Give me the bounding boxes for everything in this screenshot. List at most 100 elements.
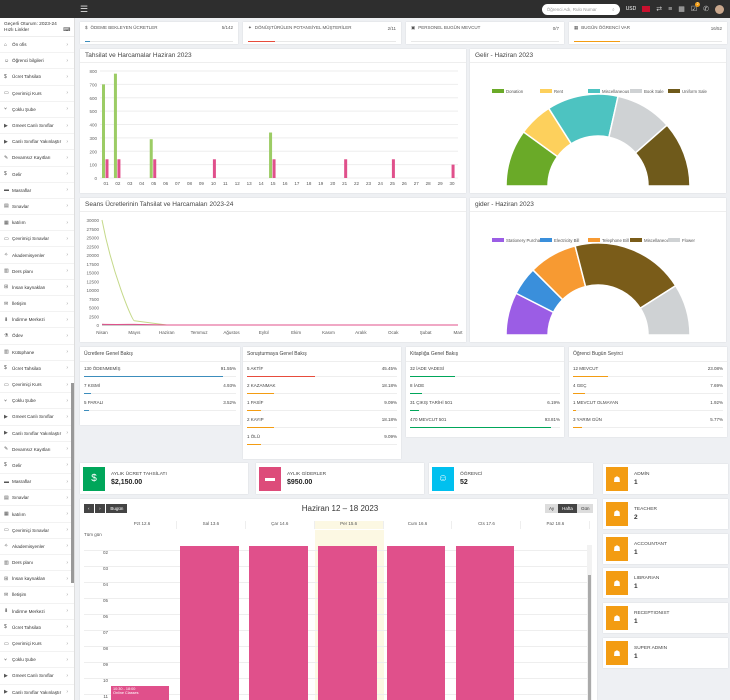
bar [102, 84, 105, 178]
sidebar-item[interactable]: ▶ Canlı Sınıflar Yakınlaştır › [0, 134, 74, 151]
sidebar-item[interactable]: ▦ katılım › [0, 506, 74, 523]
sidebar-item[interactable]: ⬇ İndirme Merkezi › [0, 604, 74, 620]
sidebar-item[interactable]: ▶ Gmeet Canlı Sınıflar › [0, 118, 74, 135]
month-view-button[interactable]: Ay [545, 504, 559, 513]
legend-swatch [492, 238, 504, 242]
calendar-event[interactable] [179, 546, 239, 700]
x-tick-label: Şubat [420, 330, 433, 335]
sidebar-item[interactable]: ▭ Çevrimiçi Kurs › [0, 377, 74, 394]
sidebar-item[interactable]: $ Gelir › [0, 458, 74, 475]
sidebar-item[interactable]: $ Ücret Tahsilatı › [0, 620, 74, 636]
calendar-icon[interactable]: ▦ [678, 6, 685, 13]
x-tick-label: 19 [318, 181, 324, 186]
sidebar-item[interactable]: $ Ücret Tahsilatı › [0, 69, 74, 86]
language-flag-icon[interactable] [642, 6, 651, 12]
calendar-scroll-thumb[interactable] [588, 575, 591, 700]
chevron-right-icon: › [66, 203, 68, 210]
sidebar-item[interactable]: ⑂ Çoklu Şube › [0, 652, 74, 669]
sidebar-item[interactable]: ⌂ Ön ofis › [0, 37, 74, 54]
sidebar-item[interactable]: ▶ Canlı Sınıflar Yakınlaştır › [0, 685, 74, 700]
sidebar-item[interactable]: ▭ Çevrimiçi Sınavlar › [0, 231, 74, 248]
next-week-button[interactable]: › [95, 504, 105, 513]
sidebar-item[interactable]: ▬ Masraflar › [0, 183, 74, 199]
day-view-button[interactable]: Gün [576, 504, 594, 513]
bar [105, 159, 109, 178]
quick-links[interactable]: Hızlı Linkler ⌨ [0, 27, 74, 37]
calendar-event[interactable] [386, 546, 446, 700]
currency-selector[interactable]: USD [625, 6, 637, 12]
sidebar-item[interactable]: ▶ Canlı Sınıflar Yakınlaştır › [0, 426, 74, 442]
sidebar-item[interactable]: ✧ Akademisyenler › [0, 539, 74, 555]
sidebar-item[interactable]: $ Gelir › [0, 167, 74, 183]
sidebar-item[interactable]: ✧ Akademisyenler › [0, 247, 74, 264]
chevron-right-icon: › [66, 494, 68, 501]
sidebar-item[interactable]: ▭ Çevrimiçi Kurs › [0, 636, 74, 653]
legend-swatch [540, 89, 552, 93]
sidebar-item[interactable]: ▭ Çevrimiçi Sınavlar › [0, 523, 74, 539]
bars-icon[interactable]: ≡ [668, 5, 673, 13]
x-tick-label: 03 [127, 181, 133, 186]
sidebar-item-label: Devamsız Kayıtları [12, 155, 51, 161]
overview-label: 1 ÖLÜ [247, 434, 261, 439]
sidebar-scrollbar[interactable] [71, 383, 74, 583]
sidebar-item[interactable]: ✎ Devamsız Kayıtları › [0, 150, 74, 167]
sidebar-item[interactable]: ▬ Masraflar › [0, 474, 74, 491]
menu-toggle-icon[interactable]: ☰ [80, 3, 89, 14]
overview-progress-fill [573, 409, 576, 411]
sidebar-item-label: Çevrimiçi Kurs [12, 641, 42, 647]
search-input[interactable]: Öğrenci Adı, Rulo Numar ⌕ [541, 3, 620, 15]
whatsapp-icon[interactable]: ✆ [703, 6, 709, 13]
sidebar-item[interactable]: ▦ katılım › [0, 215, 74, 232]
overview-progress-fill [247, 409, 261, 411]
sidebar-item[interactable]: ✉ İletişim › [0, 587, 74, 604]
calendar-event[interactable] [248, 546, 308, 700]
sidebar-item[interactable]: ✎ Devamsız Kayıtları › [0, 442, 74, 458]
y-tick-label: 12500 [86, 279, 99, 284]
calendar-event[interactable] [455, 546, 515, 700]
sidebar-item[interactable]: ▶ Gmeet Canlı Sınıflar › [0, 409, 74, 426]
y-tick-label: 30000 [86, 218, 99, 223]
sidebar-item[interactable]: ▥ Ders planı › [0, 555, 74, 572]
calendar-event[interactable]: 10:30 - 18:00 Online Classes [111, 686, 169, 700]
sidebar-item[interactable]: ⑂ Çoklu Şube › [0, 393, 74, 410]
monitor-icon: ▭ [4, 90, 9, 97]
donut-slice [634, 124, 691, 187]
sidebar-item[interactable]: ⬇ İndirme Merkezi › [0, 312, 74, 329]
chevron-right-icon: › [66, 511, 68, 518]
prev-week-button[interactable]: ‹ [84, 504, 94, 513]
sidebar-item[interactable]: ▭ Çevrimiçi Kurs › [0, 86, 74, 102]
overview-row: 8 İADE [406, 379, 564, 396]
sidebar-item[interactable]: ⚗ Ödev › [0, 328, 74, 345]
x-tick-label: 21 [342, 181, 348, 186]
session-line-chart: 0 2500 5000 7500 10000 12500 15000 17500 20000 22… [86, 218, 463, 335]
sidebar-item[interactable]: ▤ Sınavlar › [0, 199, 74, 216]
search-icon[interactable]: ⌕ [612, 6, 615, 12]
sidebar-item[interactable]: ▶ Gmeet Canlı Sınıflar › [0, 668, 74, 685]
sidebar-item-label: Ders planı [12, 560, 33, 566]
today-button[interactable]: Bugün [106, 504, 128, 513]
overview-progress-fill [410, 409, 420, 411]
sidebar-item[interactable]: ⊞ İnsan kaynakları › [0, 571, 74, 588]
tasks-icon[interactable]: ☑ 2 [690, 2, 701, 13]
session-label[interactable]: Geçerli Oturum: 2023-24 [4, 22, 57, 27]
sidebar-item[interactable]: ▥ Ders planı › [0, 264, 74, 280]
chevron-right-icon: › [66, 672, 68, 679]
sidebar-item[interactable]: ✉ İletişim › [0, 296, 74, 313]
sidebar-item[interactable]: ▤ Sınavlar › [0, 490, 74, 507]
chart-title: Seans Ücretlerinin Tahsilat ve Harcamala… [80, 198, 466, 212]
sidebar-item[interactable]: ⊞ İnsan kaynakları › [0, 280, 74, 296]
user-lock-icon: ☗ [606, 467, 628, 491]
bullhorn-icon: ✉ [4, 300, 9, 307]
overview-progress [573, 392, 723, 394]
sidebar-item[interactable]: ⑂ Çoklu Şube › [0, 102, 74, 118]
exchange-icon[interactable]: ⇄ [656, 6, 663, 13]
stat-label-text: ÖDEME BEKLEYEN ÜCRETLER [90, 25, 158, 30]
week-view-button[interactable]: Hafta [558, 504, 577, 513]
calendar-event[interactable] [317, 546, 377, 700]
user-avatar[interactable] [715, 4, 724, 14]
bullhorn-icon: ✉ [4, 591, 9, 598]
sidebar-item[interactable]: ▥ Kütüphane › [0, 345, 74, 361]
bar [451, 164, 455, 178]
sidebar-item[interactable]: ☺ Öğrenci bilgileri › [0, 53, 74, 70]
sidebar-item[interactable]: $ Ücret Tahsilatı › [0, 361, 74, 377]
